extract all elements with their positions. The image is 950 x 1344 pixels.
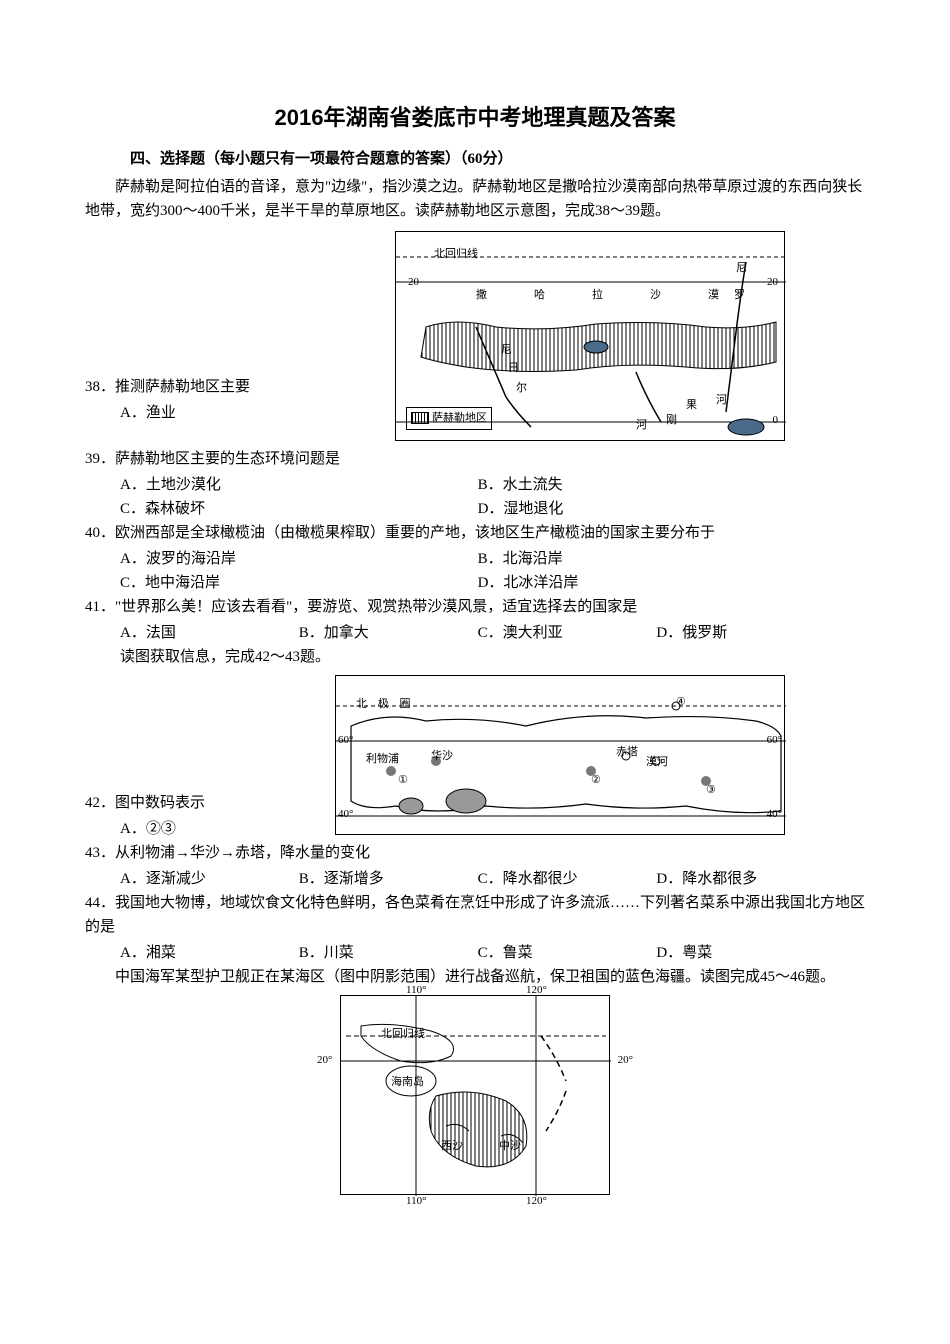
- map1-river-ni: 尼: [736, 260, 747, 278]
- q39-opt-b: B．水土流失: [478, 473, 836, 497]
- map2-num4: ④: [676, 694, 686, 712]
- map2-city-mohe: 漠河: [646, 754, 668, 772]
- question-41: 41．"世界那么美！应该去看看"，要游览、观赏热带沙漠风景，适宜选择去的国家是: [85, 595, 865, 619]
- question-39: 39．萨赫勒地区主要的生态环境问题是: [85, 447, 865, 471]
- map2-num3: ③: [706, 782, 716, 800]
- question-38: 38．推测萨赫勒地区主要: [85, 375, 315, 399]
- page-title: 2016年湖南省娄底市中考地理真题及答案: [85, 100, 865, 135]
- map3-lon110b: 110°: [406, 1193, 427, 1211]
- map2-city-chita: 赤塔: [616, 744, 638, 762]
- map2-lat40l: 40°: [338, 806, 353, 824]
- question-44: 44．我国地大物博，地域饮食文化特色鲜明，各色菜肴在烹饪中形成了许多流派……下列…: [85, 891, 865, 939]
- question-43: 43．从利物浦→华沙→赤塔，降水量的变化: [85, 841, 865, 865]
- q39-opt-d: D．湿地退化: [478, 497, 836, 521]
- map3-lon110t: 110°: [406, 982, 427, 1000]
- sahel-map: 北回归线 20 20 0 撒 哈 拉 沙 漠 尼 罗 河 尼 日 尔 河 刚 果…: [395, 231, 785, 441]
- map1-desert-label: 撒 哈 拉 沙 漠: [476, 287, 737, 305]
- south-china-sea-map: 110° 120° 110° 120° 20° 20° 北回归线 海南岛 西沙 …: [340, 995, 610, 1195]
- q43-opt-c: C．降水都很少: [478, 867, 657, 891]
- intro-text-1: 萨赫勒是阿拉伯语的音译，意为"边缘"，指沙漠之边。萨赫勒地区是撒哈拉沙漠南部向热…: [85, 175, 865, 223]
- map1-lat20-left: 20: [408, 274, 419, 292]
- q41-opt-b: B．加拿大: [299, 621, 478, 645]
- map3-zhongsha: 中沙: [499, 1138, 521, 1156]
- q41-opt-d: D．俄罗斯: [656, 621, 835, 645]
- map1-river-gang: 刚: [666, 412, 677, 430]
- q44-opt-c: C．鲁菜: [478, 941, 657, 965]
- map3-lon120b: 120°: [526, 1193, 547, 1211]
- q41-followup: 读图获取信息，完成42～43题。: [120, 645, 865, 669]
- q44-opt-b: B．川菜: [299, 941, 478, 965]
- q42-opt-a: A．②③: [120, 817, 176, 841]
- q40-opt-c: C．地中海沿岸: [120, 571, 478, 595]
- section-header: 四、选择题（每小题只有一项最符合题意的答案）（60分）: [130, 147, 865, 171]
- map3-lat20r: 20°: [618, 1052, 633, 1070]
- q43-opt-d: D．降水都很多: [656, 867, 835, 891]
- q41-opt-a: A．法国: [120, 621, 299, 645]
- q40-opt-b: B．北海沿岸: [478, 547, 836, 571]
- map1-river-ri: 日: [508, 360, 519, 378]
- map1-river-he1: 河: [716, 392, 727, 410]
- q44-opt-d: D．粤菜: [656, 941, 835, 965]
- map1-legend: 萨赫勒地区: [406, 407, 492, 431]
- q38-opt-a: A．渔业: [120, 401, 176, 425]
- intro-text-2: 中国海军某型护卫舰正在某海区（图中阴影范围）进行战备巡航，保卫祖国的蓝色海疆。读…: [85, 965, 865, 989]
- map2-num2: ②: [591, 772, 601, 790]
- map2-arctic: 北 极 圈: [356, 696, 415, 714]
- map1-lat20-right: 20: [767, 274, 778, 292]
- map2-lat60r: 60°: [767, 732, 782, 750]
- map1-river-he2: 河: [636, 417, 647, 435]
- map1-river-ni2: 尼: [501, 342, 512, 360]
- map1-river-er: 尔: [516, 380, 527, 398]
- map1-river-guo: 果: [686, 397, 697, 415]
- map1-lat0-right: 0: [773, 412, 779, 430]
- q39-opt-c: C．森林破坏: [120, 497, 478, 521]
- hatch-icon: [411, 412, 429, 424]
- map2-lat60l: 60°: [338, 732, 353, 750]
- map3-lat20l: 20°: [317, 1052, 332, 1070]
- q40-opt-a: A．波罗的海沿岸: [120, 547, 478, 571]
- map3-lon120t: 120°: [526, 982, 547, 1000]
- q43-opt-b: B．逐渐增多: [299, 867, 478, 891]
- question-42: 42．图中数码表示: [85, 791, 255, 815]
- map1-tropic-label: 北回归线: [434, 246, 478, 264]
- map2-lat40r: 40°: [767, 806, 782, 824]
- map1-river-luo: 罗: [734, 287, 745, 305]
- map3-hainan: 海南岛: [391, 1074, 424, 1092]
- map3-xisha: 西沙: [441, 1138, 463, 1156]
- question-40: 40．欧洲西部是全球橄榄油（由橄榄果榨取）重要的产地，该地区生产橄榄油的国家主要…: [85, 521, 865, 545]
- q41-opt-c: C．澳大利亚: [478, 621, 657, 645]
- eurasia-map: 北 极 圈 60° 60° 40° 40° 利物浦 华沙 赤塔 漠河 ① ② ③…: [335, 675, 785, 835]
- q39-opt-a: A．土地沙漠化: [120, 473, 478, 497]
- map2-num1: ①: [398, 772, 408, 790]
- map3-tropic: 北回归线: [381, 1026, 425, 1044]
- q43-opt-a: A．逐渐减少: [120, 867, 299, 891]
- map2-city-liverpool: 利物浦: [366, 751, 399, 769]
- map2-city-warsaw: 华沙: [431, 748, 453, 766]
- q40-opt-d: D．北冰洋沿岸: [478, 571, 836, 595]
- map1-legend-text: 萨赫勒地区: [432, 410, 487, 428]
- q44-opt-a: A．湘菜: [120, 941, 299, 965]
